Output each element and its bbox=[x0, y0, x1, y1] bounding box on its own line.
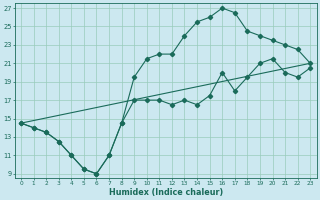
X-axis label: Humidex (Indice chaleur): Humidex (Indice chaleur) bbox=[108, 188, 223, 197]
